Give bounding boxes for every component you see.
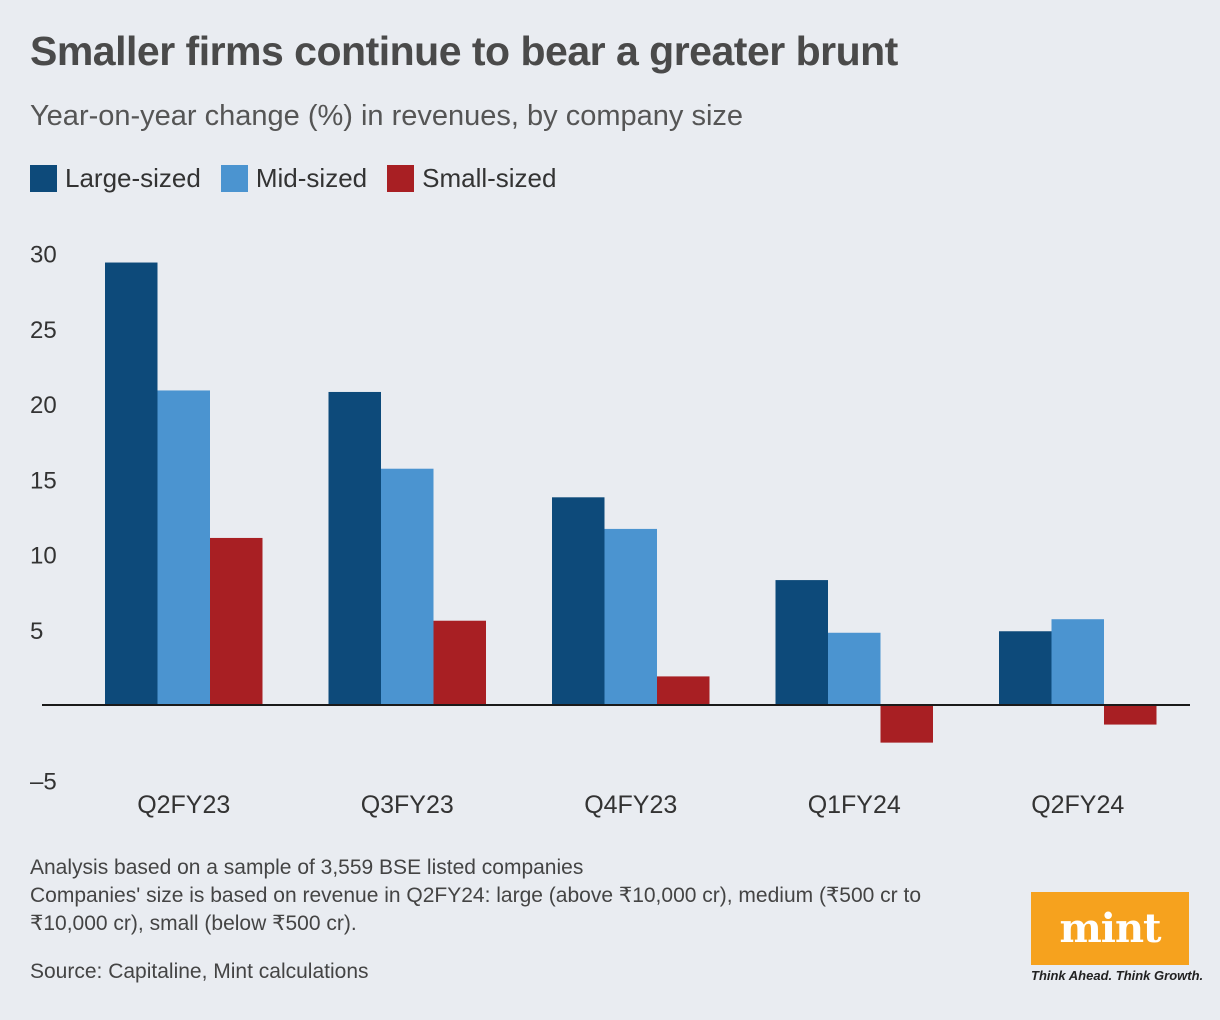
bar-large-sized-q1fy24 bbox=[775, 580, 828, 705]
bar-small-sized-q1fy24 bbox=[880, 705, 933, 743]
bar-mid-sized-q1fy24 bbox=[828, 632, 881, 705]
note-sample: Analysis based on a sample of 3,559 BSE … bbox=[30, 856, 584, 879]
y-tick-label: 10 bbox=[30, 543, 57, 570]
bar-small-sized-q2fy23 bbox=[210, 537, 263, 705]
x-tick-label: Q2FY23 bbox=[137, 791, 230, 819]
bar-large-sized-q2fy24 bbox=[999, 631, 1052, 705]
brand-tagline: Think Ahead. Think Growth. bbox=[1031, 968, 1204, 983]
y-tick-label: 5 bbox=[30, 618, 43, 645]
legend-label-large: Large-sized bbox=[65, 163, 201, 193]
bar-large-sized-q2fy23 bbox=[105, 262, 158, 705]
y-tick-label: 30 bbox=[30, 242, 57, 269]
note-size-definition: Companies' size is based on revenue in Q… bbox=[30, 884, 922, 935]
x-tick-label: Q1FY24 bbox=[808, 791, 901, 819]
bar-small-sized-q4fy23 bbox=[657, 676, 710, 705]
legend-item-mid: Mid-sized bbox=[220, 163, 368, 194]
y-tick-label: 20 bbox=[30, 392, 57, 419]
bar-chart: 30 25 20 15 10 5 –5 Q2FY23 Q3FY23 Q4FY23 Q1FY24 Q2F… bbox=[30, 242, 1190, 819]
chart-subtitle: Year-on-year change (%) in revenues, by … bbox=[30, 100, 744, 132]
bar-large-sized-q4fy23 bbox=[552, 497, 605, 705]
x-tick-label: Q2FY24 bbox=[1031, 791, 1124, 819]
legend-swatch-large bbox=[30, 165, 57, 192]
mint-logo-text: mint bbox=[1059, 905, 1161, 952]
legend-item-small: Small-sized bbox=[387, 163, 556, 194]
y-tick-label: 15 bbox=[30, 467, 57, 494]
chart-source: Source: Capitaline, Mint calculations bbox=[30, 960, 369, 983]
legend: Large-sized Mid-sized Small-sized bbox=[30, 163, 576, 194]
x-tick-label: Q3FY23 bbox=[361, 791, 454, 819]
bar-mid-sized-q3fy23 bbox=[381, 468, 434, 705]
bar-small-sized-q3fy23 bbox=[433, 620, 486, 705]
legend-label-small: Small-sized bbox=[422, 163, 557, 193]
chart-title: Smaller firms continue to bear a greater… bbox=[30, 28, 898, 74]
y-tick-label: 25 bbox=[30, 317, 57, 344]
bar-small-sized-q2fy24 bbox=[1104, 705, 1157, 725]
bar-mid-sized-q2fy24 bbox=[1051, 619, 1104, 705]
chart-notes: Analysis based on a sample of 3,559 BSE … bbox=[30, 854, 990, 938]
bar-mid-sized-q2fy23 bbox=[157, 390, 210, 705]
legend-swatch-mid bbox=[220, 165, 248, 192]
bar-mid-sized-q4fy23 bbox=[604, 528, 657, 705]
legend-swatch-small bbox=[387, 165, 415, 192]
legend-label-mid: Mid-sized bbox=[255, 163, 368, 193]
y-tick-label: –5 bbox=[30, 768, 57, 795]
bar-large-sized-q3fy23 bbox=[328, 391, 381, 705]
x-tick-label: Q4FY23 bbox=[584, 791, 677, 819]
legend-item-large: Large-sized bbox=[30, 163, 201, 194]
mint-logo: mint bbox=[1031, 892, 1189, 965]
